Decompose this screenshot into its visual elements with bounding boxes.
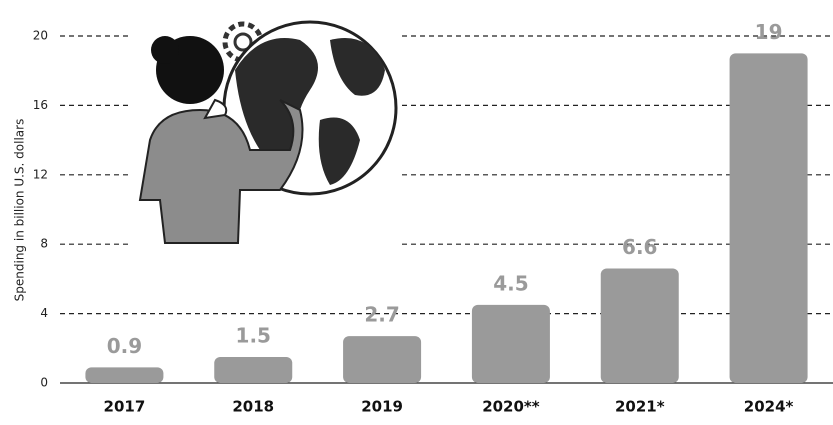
y-tick-label: 12 bbox=[33, 167, 48, 181]
y-tick-label: 4 bbox=[40, 306, 48, 320]
value-label: 19 bbox=[755, 20, 783, 44]
y-axis-label: Spending in billion U.S. dollars bbox=[13, 119, 27, 302]
bar bbox=[214, 356, 293, 383]
bar bbox=[729, 53, 808, 383]
x-tick-label: 2021* bbox=[615, 398, 665, 416]
y-tick-label: 0 bbox=[40, 376, 48, 390]
illustration bbox=[130, 10, 400, 245]
plot-area: 0 4 8 12 16 20 2017 0.9 2018 1.5 2019 2.7 2020** 4.5 2… bbox=[33, 20, 808, 416]
y-tick-label: 16 bbox=[33, 98, 48, 112]
x-tick-label: 2018 bbox=[232, 398, 274, 416]
bar bbox=[343, 336, 422, 383]
bar bbox=[600, 268, 679, 383]
value-label: 4.5 bbox=[493, 271, 528, 295]
value-label: 1.5 bbox=[236, 323, 271, 347]
bar bbox=[471, 304, 550, 383]
value-label: 6.6 bbox=[622, 235, 657, 259]
y-tick-label: 8 bbox=[40, 237, 48, 251]
x-tick-label: 2020** bbox=[482, 398, 540, 416]
x-tick-label: 2019 bbox=[361, 398, 403, 416]
y-tick-label: 20 bbox=[33, 29, 48, 43]
value-label: 2.7 bbox=[364, 303, 399, 327]
x-tick-label: 2017 bbox=[104, 398, 146, 416]
value-label: 0.9 bbox=[107, 334, 142, 358]
x-tick-label: 2024* bbox=[744, 398, 794, 416]
bar bbox=[85, 367, 164, 383]
